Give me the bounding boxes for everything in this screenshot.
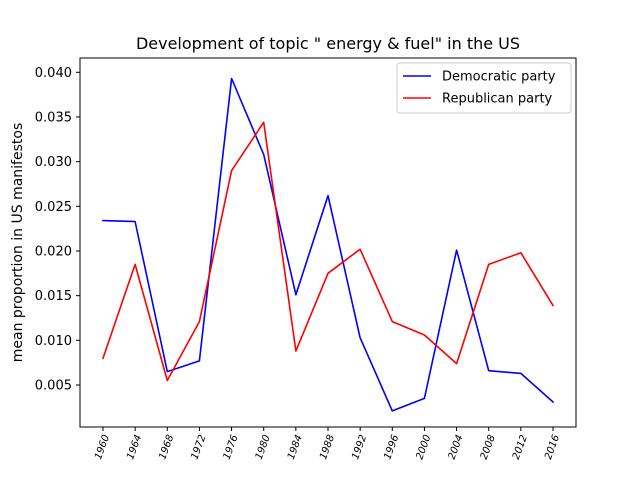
legend-box — [396, 62, 572, 114]
y-tick-label: 0.030 — [35, 155, 72, 170]
x-tick-label: 1976 — [222, 433, 241, 461]
x-tick-label: 1996 — [382, 433, 401, 461]
x-tick-label: 2004 — [447, 433, 466, 461]
chart-title: Development of topic " energy & fuel" in… — [136, 34, 520, 53]
y-tick-label: 0.015 — [35, 289, 72, 304]
x-tick-label: 1972 — [189, 433, 208, 461]
y-tick-label: 0.040 — [35, 66, 72, 81]
y-axis-label: mean proportion in US manifestos — [10, 123, 26, 363]
y-axis: 0.005 0.010 0.015 0.020 0.025 0.030 0.035 0.040 — [35, 66, 80, 394]
x-axis: 1960 1964 1968 1972 1976 1980 1984 1988 1992 1996… — [93, 427, 562, 461]
series-line-democratic — [102, 77, 555, 412]
x-tick-label: 1992 — [350, 433, 369, 461]
series-line-republican — [101, 121, 555, 382]
x-tick-label: 2016 — [543, 433, 562, 461]
legend: Democratic party Republican party — [396, 62, 572, 114]
y-tick-label: 0.035 — [35, 110, 72, 125]
y-tick-label: 0.005 — [35, 379, 72, 394]
legend-label: Republican party — [442, 92, 553, 107]
x-tick-label: 1968 — [157, 433, 176, 461]
x-tick-label: 1964 — [125, 433, 144, 461]
x-tick-label: 1984 — [286, 433, 305, 461]
x-tick-label: 2008 — [479, 433, 498, 461]
legend-label: Democratic party — [442, 70, 556, 85]
x-tick-label: 1980 — [254, 433, 273, 461]
y-tick-label: 0.010 — [35, 334, 72, 349]
x-tick-label: 2000 — [414, 433, 433, 461]
series-lines — [101, 77, 555, 412]
x-tick-label: 2012 — [511, 433, 530, 461]
y-tick-label: 0.020 — [35, 244, 72, 259]
x-tick-label: 1960 — [93, 433, 112, 461]
y-tick-label: 0.025 — [35, 200, 72, 215]
x-tick-label: 1988 — [318, 433, 337, 461]
